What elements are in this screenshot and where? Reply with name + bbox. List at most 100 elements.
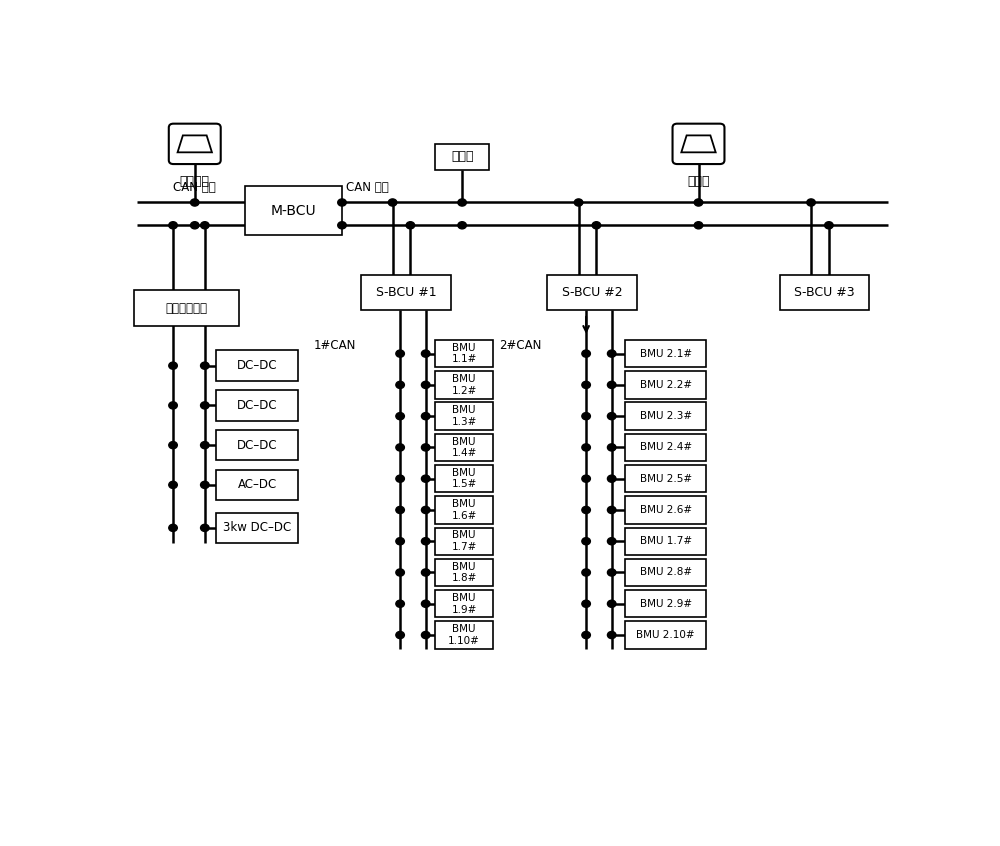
Circle shape xyxy=(694,199,703,206)
Circle shape xyxy=(169,525,177,531)
FancyBboxPatch shape xyxy=(435,144,489,170)
Polygon shape xyxy=(178,135,212,152)
FancyBboxPatch shape xyxy=(673,124,724,164)
Circle shape xyxy=(694,222,703,229)
Text: BMU
1.2#: BMU 1.2# xyxy=(451,374,477,396)
Circle shape xyxy=(421,507,430,514)
Text: BMU 2.10#: BMU 2.10# xyxy=(636,630,695,640)
Circle shape xyxy=(396,569,404,576)
Circle shape xyxy=(607,569,616,576)
Circle shape xyxy=(396,444,404,451)
Circle shape xyxy=(421,382,430,388)
FancyBboxPatch shape xyxy=(625,371,706,398)
FancyBboxPatch shape xyxy=(435,434,493,461)
Text: BMU
1.5#: BMU 1.5# xyxy=(451,468,477,490)
FancyBboxPatch shape xyxy=(547,276,637,310)
Circle shape xyxy=(169,402,177,409)
Circle shape xyxy=(396,600,404,607)
FancyBboxPatch shape xyxy=(435,371,493,398)
Circle shape xyxy=(607,444,616,451)
FancyBboxPatch shape xyxy=(625,434,706,461)
Circle shape xyxy=(396,538,404,545)
FancyBboxPatch shape xyxy=(361,276,450,310)
FancyBboxPatch shape xyxy=(216,430,298,460)
Circle shape xyxy=(458,199,466,206)
Circle shape xyxy=(388,199,397,206)
Circle shape xyxy=(169,442,177,448)
FancyBboxPatch shape xyxy=(625,497,706,524)
FancyBboxPatch shape xyxy=(134,290,239,327)
Circle shape xyxy=(396,475,404,482)
FancyBboxPatch shape xyxy=(435,465,493,492)
Text: M-BCU: M-BCU xyxy=(271,204,316,217)
Text: DC–DC: DC–DC xyxy=(237,399,277,412)
Circle shape xyxy=(582,382,590,388)
FancyBboxPatch shape xyxy=(435,559,493,586)
Circle shape xyxy=(607,600,616,607)
FancyBboxPatch shape xyxy=(625,403,706,430)
Circle shape xyxy=(396,631,404,639)
Text: BMU 2.4#: BMU 2.4# xyxy=(640,442,692,453)
Text: 2#CAN: 2#CAN xyxy=(500,339,542,352)
Text: 显示屏: 显示屏 xyxy=(451,151,473,163)
Circle shape xyxy=(421,569,430,576)
Circle shape xyxy=(607,631,616,639)
Text: BMU
1.1#: BMU 1.1# xyxy=(451,343,477,365)
Circle shape xyxy=(406,222,415,229)
Circle shape xyxy=(592,222,601,229)
Circle shape xyxy=(190,199,199,206)
Circle shape xyxy=(607,538,616,545)
Circle shape xyxy=(169,222,177,229)
Circle shape xyxy=(421,475,430,482)
Circle shape xyxy=(338,199,346,206)
Text: AC–DC: AC–DC xyxy=(238,478,277,492)
Circle shape xyxy=(201,442,209,448)
Circle shape xyxy=(396,413,404,420)
Text: 充电系统中控: 充电系统中控 xyxy=(166,302,208,315)
Circle shape xyxy=(201,222,209,229)
Text: BMU 2.2#: BMU 2.2# xyxy=(640,380,692,390)
Circle shape xyxy=(582,350,590,357)
Circle shape xyxy=(825,222,833,229)
Circle shape xyxy=(607,475,616,482)
Text: BMU 2.3#: BMU 2.3# xyxy=(640,411,692,421)
FancyBboxPatch shape xyxy=(169,124,221,164)
FancyBboxPatch shape xyxy=(435,621,493,649)
Circle shape xyxy=(807,199,815,206)
FancyBboxPatch shape xyxy=(780,276,869,310)
Text: BMU
1.8#: BMU 1.8# xyxy=(451,562,477,583)
Circle shape xyxy=(201,525,209,531)
Circle shape xyxy=(421,350,430,357)
Circle shape xyxy=(607,382,616,388)
Circle shape xyxy=(421,600,430,607)
FancyBboxPatch shape xyxy=(625,621,706,649)
FancyBboxPatch shape xyxy=(625,465,706,492)
Circle shape xyxy=(169,481,177,488)
FancyBboxPatch shape xyxy=(435,340,493,367)
FancyBboxPatch shape xyxy=(216,470,298,500)
Circle shape xyxy=(582,631,590,639)
Text: S-BCU #2: S-BCU #2 xyxy=(562,286,622,299)
Circle shape xyxy=(201,481,209,488)
Circle shape xyxy=(582,475,590,482)
Circle shape xyxy=(421,538,430,545)
Circle shape xyxy=(607,350,616,357)
Text: CAN 外部: CAN 外部 xyxy=(173,181,216,194)
Circle shape xyxy=(201,362,209,369)
Text: DC–DC: DC–DC xyxy=(237,438,277,452)
Circle shape xyxy=(421,444,430,451)
Text: 诊断口: 诊断口 xyxy=(687,175,710,188)
Text: BMU 1.7#: BMU 1.7# xyxy=(640,536,692,547)
Circle shape xyxy=(582,413,590,420)
Text: BMU
1.7#: BMU 1.7# xyxy=(451,530,477,552)
Text: 1#CAN: 1#CAN xyxy=(314,339,356,352)
FancyBboxPatch shape xyxy=(216,513,298,543)
Text: BMU 2.6#: BMU 2.6# xyxy=(640,505,692,515)
Text: BMU 2.5#: BMU 2.5# xyxy=(640,474,692,484)
Text: 快充通信: 快充通信 xyxy=(180,175,210,188)
Circle shape xyxy=(582,600,590,607)
Circle shape xyxy=(421,413,430,420)
Circle shape xyxy=(201,402,209,409)
Text: S-BCU #1: S-BCU #1 xyxy=(376,286,436,299)
Circle shape xyxy=(582,538,590,545)
